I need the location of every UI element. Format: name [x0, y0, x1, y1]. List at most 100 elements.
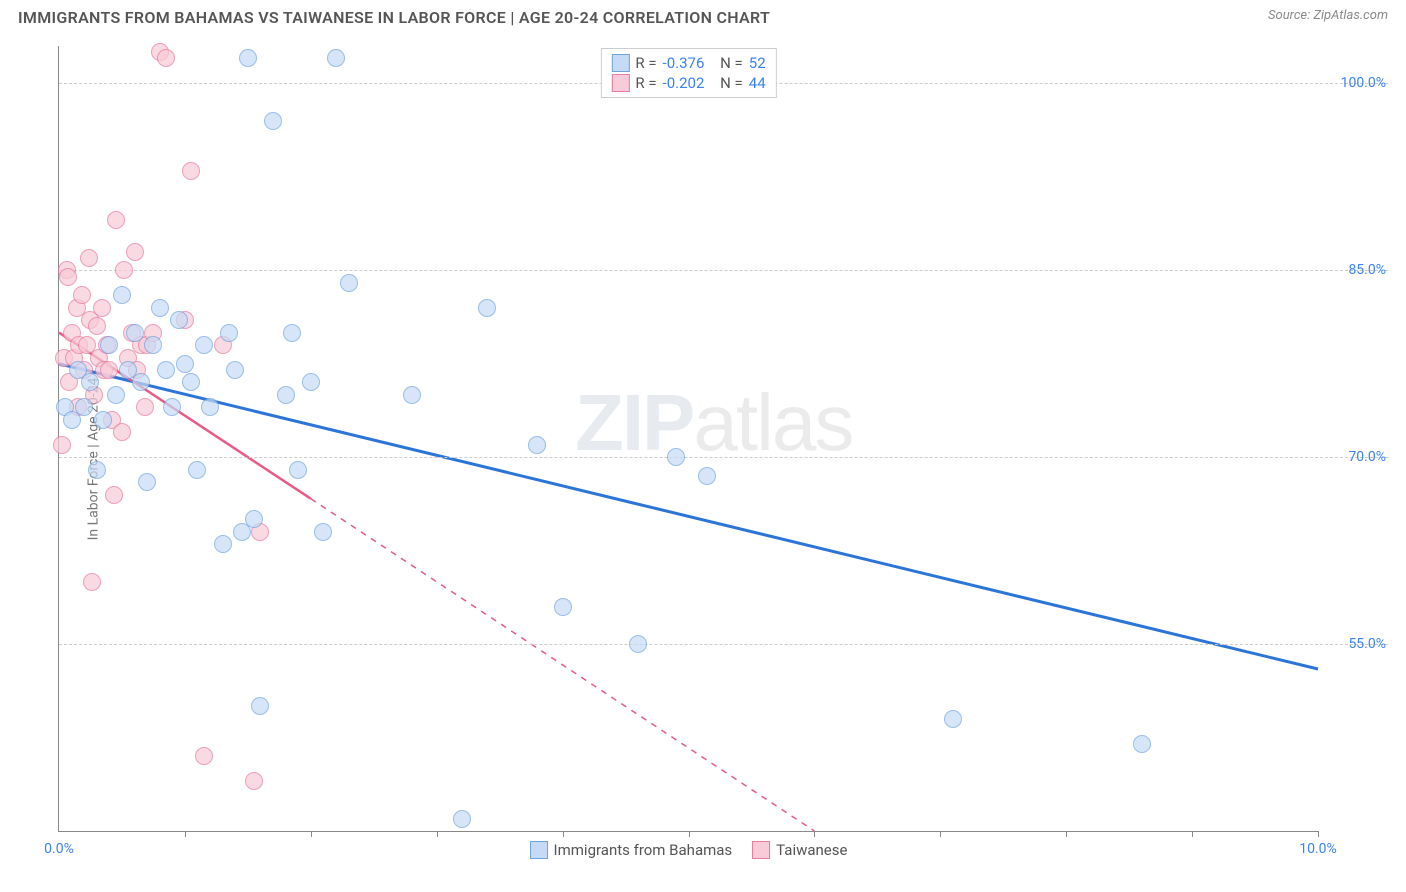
legend-row-bahamas: R = -0.376 N = 52	[611, 53, 765, 73]
data-point-bahamas	[245, 510, 263, 528]
y-tick-label: 70.0%	[1348, 449, 1386, 465]
data-point-bahamas	[403, 386, 421, 404]
data-point-bahamas	[113, 286, 131, 304]
data-point-bahamas	[163, 398, 181, 416]
watermark-rest: atlas	[693, 378, 852, 467]
data-point-bahamas	[88, 461, 106, 479]
gridline	[59, 457, 1388, 458]
legend-swatch-bahamas	[611, 54, 629, 72]
r-value-bahamas: -0.376	[663, 54, 705, 72]
data-point-bahamas	[453, 810, 471, 828]
x-tick	[814, 831, 815, 837]
legend-label-bahamas: Immigrants from Bahamas	[554, 841, 733, 859]
series-legend: Immigrants from Bahamas Taiwanese	[530, 841, 848, 859]
data-point-bahamas	[214, 535, 232, 553]
data-point-taiwanese	[80, 249, 98, 267]
x-tick	[940, 831, 941, 837]
x-tick	[311, 831, 312, 837]
correlation-legend: R = -0.376 N = 52 R = -0.202 N = 44	[600, 48, 776, 98]
chart-title: IMMIGRANTS FROM BAHAMAS VS TAIWANESE IN …	[18, 8, 770, 27]
data-point-taiwanese	[53, 436, 71, 454]
data-point-bahamas	[157, 361, 175, 379]
data-point-bahamas	[302, 373, 320, 391]
data-point-bahamas	[81, 373, 99, 391]
data-point-bahamas	[314, 523, 332, 541]
data-point-bahamas	[107, 386, 125, 404]
data-point-bahamas	[944, 710, 962, 728]
data-point-taiwanese	[157, 49, 175, 67]
x-tick	[1066, 831, 1067, 837]
data-point-taiwanese	[195, 747, 213, 765]
x-tick-label: 10.0%	[1299, 841, 1337, 857]
chart-container: In Labor Force | Age 20-24 ZIPatlas R = …	[18, 46, 1388, 872]
x-tick	[185, 831, 186, 837]
gridline	[59, 270, 1388, 271]
data-point-taiwanese	[88, 317, 106, 335]
y-tick-label: 100.0%	[1341, 75, 1386, 91]
data-point-bahamas	[478, 299, 496, 317]
r-label: R =	[635, 74, 656, 92]
data-point-bahamas	[289, 461, 307, 479]
source-name: ZipAtlas.com	[1313, 8, 1388, 23]
data-point-bahamas	[340, 274, 358, 292]
data-point-taiwanese	[115, 261, 133, 279]
data-point-bahamas	[629, 635, 647, 653]
x-tick	[689, 831, 690, 837]
legend-item-taiwanese: Taiwanese	[752, 841, 847, 859]
n-value-taiwanese: 44	[749, 74, 766, 92]
n-label: N =	[720, 54, 743, 72]
data-point-taiwanese	[73, 286, 91, 304]
data-point-bahamas	[100, 336, 118, 354]
legend-swatch-taiwanese-bottom	[752, 841, 770, 859]
x-tick	[437, 831, 438, 837]
watermark: ZIPatlas	[575, 377, 852, 469]
chart-header: IMMIGRANTS FROM BAHAMAS VS TAIWANESE IN …	[0, 0, 1406, 31]
data-point-bahamas	[195, 336, 213, 354]
trend-lines-layer	[59, 46, 1318, 831]
y-tick-label: 85.0%	[1348, 262, 1386, 278]
legend-swatch-taiwanese	[611, 74, 629, 92]
source-attribution: Source: ZipAtlas.com	[1268, 8, 1388, 23]
data-point-bahamas	[283, 324, 301, 342]
data-point-bahamas	[94, 411, 112, 429]
source-prefix: Source:	[1268, 8, 1313, 23]
data-point-bahamas	[138, 473, 156, 491]
data-point-bahamas	[201, 398, 219, 416]
data-point-bahamas	[144, 336, 162, 354]
gridline	[59, 644, 1388, 645]
x-tick-label: 0.0%	[44, 841, 74, 857]
data-point-taiwanese	[113, 423, 131, 441]
data-point-taiwanese	[245, 772, 263, 790]
data-point-taiwanese	[136, 398, 154, 416]
data-point-bahamas	[75, 398, 93, 416]
legend-label-taiwanese: Taiwanese	[776, 841, 847, 859]
n-value-bahamas: 52	[749, 54, 766, 72]
data-point-taiwanese	[100, 361, 118, 379]
data-point-taiwanese	[182, 162, 200, 180]
legend-item-bahamas: Immigrants from Bahamas	[530, 841, 733, 859]
data-point-bahamas	[251, 697, 269, 715]
data-point-taiwanese	[59, 268, 77, 286]
data-point-taiwanese	[83, 573, 101, 591]
data-point-taiwanese	[105, 486, 123, 504]
data-point-bahamas	[554, 598, 572, 616]
data-point-bahamas	[327, 49, 345, 67]
y-tick-label: 55.0%	[1348, 636, 1386, 652]
data-point-bahamas	[239, 49, 257, 67]
n-label: N =	[720, 74, 743, 92]
data-point-bahamas	[264, 112, 282, 130]
data-point-bahamas	[698, 467, 716, 485]
data-point-bahamas	[132, 373, 150, 391]
data-point-bahamas	[170, 311, 188, 329]
data-point-taiwanese	[126, 243, 144, 261]
x-tick	[1192, 831, 1193, 837]
plot-area: ZIPatlas R = -0.376 N = 52 R = -0.202 N …	[58, 46, 1318, 832]
data-point-taiwanese	[93, 299, 111, 317]
data-point-bahamas	[1133, 735, 1151, 753]
data-point-bahamas	[176, 355, 194, 373]
data-point-bahamas	[151, 299, 169, 317]
r-value-taiwanese: -0.202	[663, 74, 705, 92]
data-point-bahamas	[126, 324, 144, 342]
data-point-bahamas	[220, 324, 238, 342]
legend-swatch-bahamas-bottom	[530, 841, 548, 859]
